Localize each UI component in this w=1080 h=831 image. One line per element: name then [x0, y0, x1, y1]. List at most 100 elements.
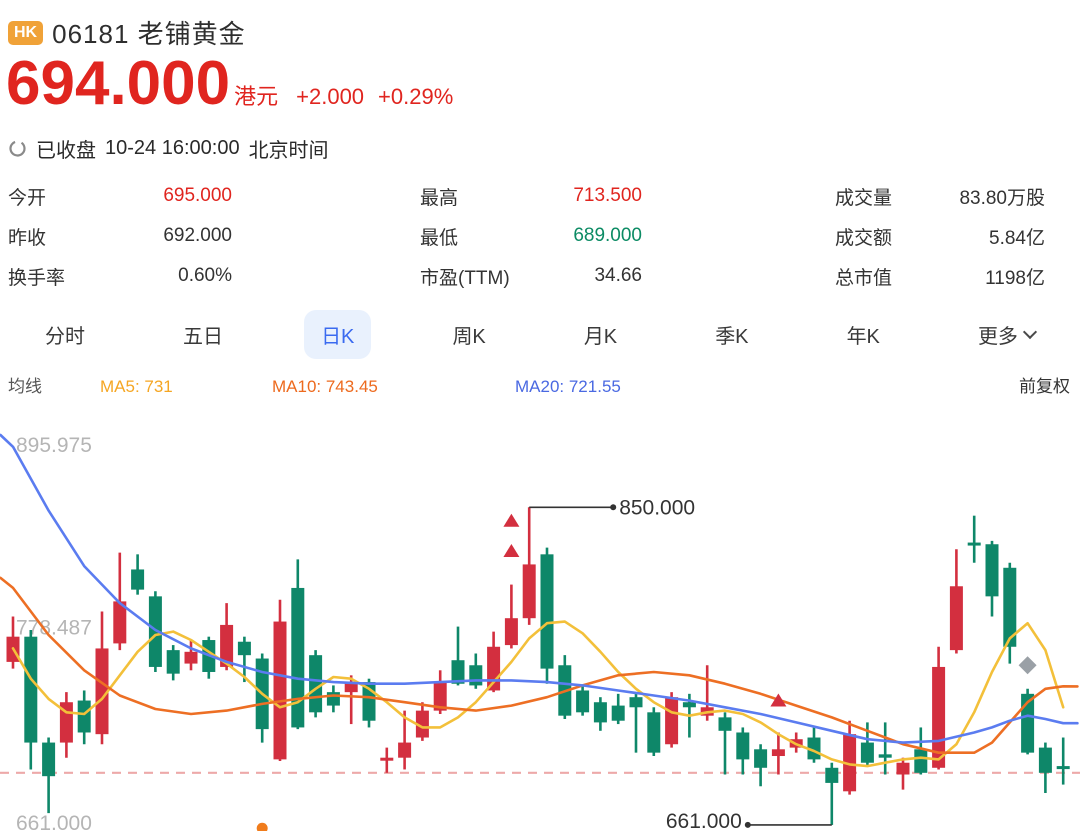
candle-body — [433, 682, 447, 711]
price-change: +2.000 — [296, 84, 365, 109]
candle-body — [665, 697, 679, 745]
stat-value: 0.60% — [178, 265, 232, 286]
tab-minute[interactable]: 分时 — [45, 325, 85, 348]
ma-legend-title: 均线 — [8, 377, 42, 396]
stat-row: 成交量 83.80万股 — [835, 176, 1045, 216]
candle-body — [647, 712, 661, 753]
stat-label: 市盈(TTM) — [420, 267, 510, 289]
stock-title: 06181 老铺黄金 — [52, 19, 246, 49]
candle-body — [718, 717, 732, 731]
price-row: 694.000 港元 +2.000 +0.29% — [6, 49, 454, 118]
candle-body — [825, 767, 839, 783]
candle-body — [166, 650, 180, 674]
ma5-legend: MA5: 731 — [100, 377, 173, 396]
candlestick-chart-svg[interactable]: 895.975 778.487 661.000 850.000 661.000 — [0, 415, 1080, 831]
stat-label: 成交额 — [835, 227, 893, 249]
callout-label: 661.000 — [666, 810, 742, 831]
candle-body — [398, 742, 412, 758]
ma10-legend: MA10: 743.45 — [272, 377, 378, 396]
candle-body — [611, 705, 625, 721]
candle-body — [967, 542, 981, 546]
candle-body — [843, 734, 857, 792]
tab-daily-k[interactable]: 日K — [304, 309, 372, 359]
candle-body — [1038, 747, 1052, 773]
adjust-mode-toggle[interactable]: 前复权 — [1019, 377, 1070, 396]
candle-body — [576, 690, 590, 713]
price-axis-label: 661.000 — [16, 812, 92, 831]
chevron-down-icon — [1022, 324, 1038, 340]
candle-body — [273, 621, 287, 760]
stats-column: 今开 695.000 昨收 692.000 换手率 0.60% — [8, 176, 232, 296]
candle-body — [24, 636, 38, 743]
candle-body — [184, 651, 198, 664]
ma-line-MA5 — [11, 620, 1065, 768]
candlestick-chart[interactable]: 895.975 778.487 661.000 850.000 661.000 — [0, 415, 1080, 831]
tab-five-day[interactable]: 五日 — [183, 325, 224, 348]
candle-body — [77, 700, 91, 733]
stat-value: 689.000 — [573, 225, 642, 246]
candle-body — [860, 742, 874, 763]
callout-label: 850.000 — [619, 496, 695, 519]
price-axis-label: 778.487 — [16, 616, 92, 639]
tab-quarterly-k[interactable]: 季K — [715, 325, 749, 348]
stat-label: 换手率 — [8, 267, 66, 289]
triangle-up-marker — [503, 543, 520, 557]
candle-body — [344, 682, 358, 693]
tab-more[interactable]: 更多 — [961, 310, 1052, 359]
status-time: 10-24 16:00:00 — [105, 137, 240, 159]
stat-label: 今开 — [8, 187, 47, 209]
stat-value: 695.000 — [163, 185, 232, 206]
stat-row: 最高 713.500 — [420, 176, 642, 216]
candle-body — [380, 757, 394, 761]
candle-body — [220, 624, 234, 667]
candle-body — [754, 749, 768, 768]
candle-body — [504, 618, 518, 646]
candle-body — [896, 762, 910, 775]
refresh-icon[interactable] — [8, 139, 27, 158]
candle-body — [95, 648, 109, 735]
stat-row: 最低 689.000 — [420, 216, 642, 256]
stat-label: 最低 — [420, 227, 459, 249]
candle-body — [1003, 567, 1017, 647]
candle-body — [949, 586, 963, 651]
period-tabs: 分时 五日 日K 周K 月K 季K 年K 更多 — [0, 309, 1080, 359]
candle-body — [771, 749, 785, 757]
price-axis-label: 895.975 — [16, 434, 92, 457]
triangle-up-marker — [770, 693, 787, 707]
stats-grid: 今开 695.000 昨收 692.000 换手率 0.60% 最高 713.500 最低 689… — [0, 176, 1080, 298]
stat-value: 713.500 — [573, 185, 642, 206]
candle-body — [522, 564, 536, 619]
candle-body — [326, 692, 340, 706]
diamond-marker — [1018, 656, 1037, 675]
tab-yearly-k[interactable]: 年K — [846, 325, 880, 348]
stat-label: 总市值 — [835, 267, 893, 289]
candle-body — [914, 749, 928, 773]
candle-body — [131, 569, 145, 590]
candle-body — [469, 665, 483, 686]
stats-column: 成交量 83.80万股成交额 5.84亿总市值 1198亿 — [835, 176, 1045, 296]
price-change-percent: +0.29% — [378, 84, 454, 109]
ma20-legend: MA20: 721.55 — [515, 377, 621, 396]
ma-legend-bar: 均线 MA5: 731 MA10: 743.45 MA20: 721.55 前复… — [0, 372, 1080, 402]
dot-marker — [256, 822, 268, 831]
stat-label: 昨收 — [8, 227, 47, 249]
header: HK 06181 老铺黄金 — [8, 14, 246, 51]
stat-row: 昨收 692.000 — [8, 216, 232, 256]
stat-label: 最高 — [420, 187, 459, 209]
stat-value: 5.84亿 — [989, 227, 1045, 249]
status-row: 已收盘 10-24 16:00:00 北京时间 — [8, 134, 329, 163]
stat-value: 34.66 — [594, 265, 642, 286]
candle-body — [415, 710, 429, 738]
stat-row: 总市值 1198亿 — [835, 256, 1045, 296]
ma-line-MA20 — [0, 433, 1079, 744]
candle-body — [113, 601, 127, 644]
callout-dot — [744, 821, 751, 828]
candle-body — [593, 702, 607, 723]
candle-body — [932, 666, 946, 768]
tab-weekly-k[interactable]: 周K — [452, 325, 486, 348]
candle-body — [1056, 766, 1070, 770]
candle-body — [1021, 693, 1035, 753]
tab-monthly-k[interactable]: 月K — [583, 325, 618, 348]
candle-body — [878, 754, 892, 758]
